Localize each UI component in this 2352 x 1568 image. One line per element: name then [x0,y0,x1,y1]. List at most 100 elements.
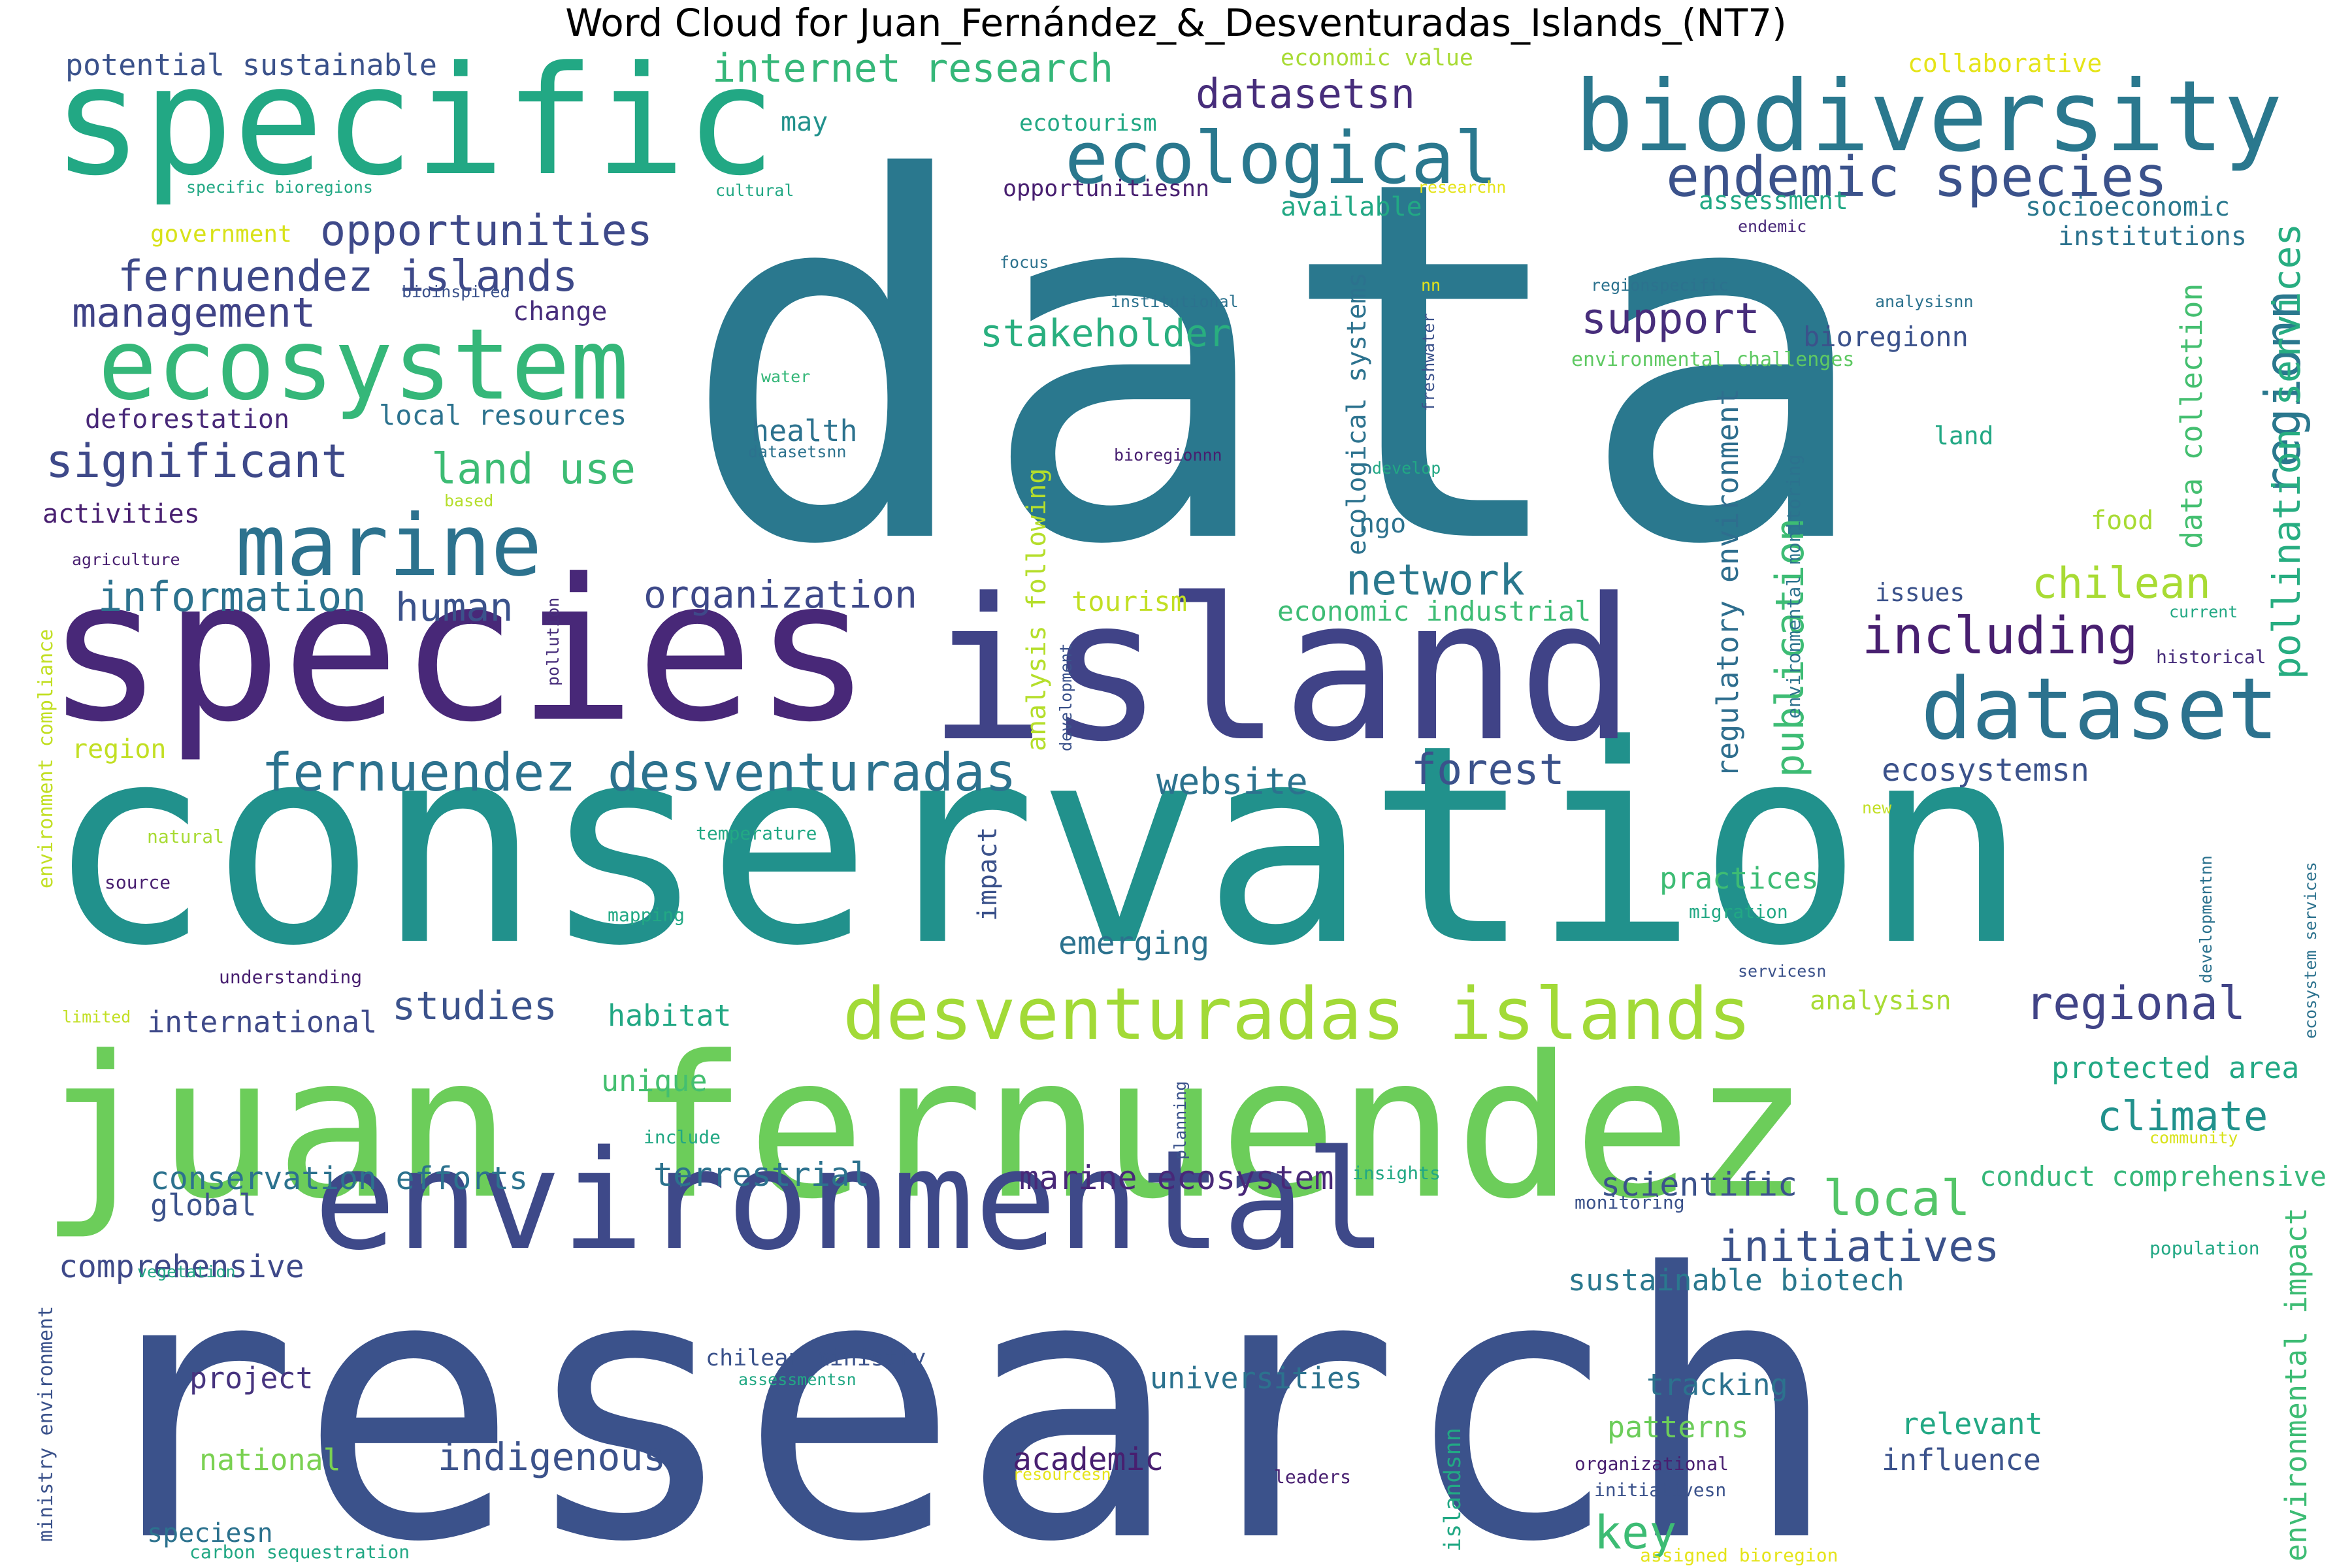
word-endemic: endemic [1738,217,1806,236]
word-network: network [1346,556,1525,605]
word-agriculture: agriculture [72,550,180,569]
word-comprehensive: comprehensive [59,1249,304,1285]
word-tourism: tourism [1071,585,1187,617]
word-human: human [395,585,514,630]
word-current: current [2169,602,2238,621]
word-health: health [751,414,858,448]
word-conservation-efforts: conservation efforts [150,1160,528,1197]
word-development: development [1056,643,1075,751]
word-biodiversity: biodiversity [1575,60,2283,174]
word-economic-industrial: economic industrial [1277,595,1591,627]
word-socioeconomic: socioeconomic [2025,192,2230,222]
word-population: population [2149,1237,2260,1259]
word-limited: limited [62,1007,131,1026]
word-organization: organization [644,572,917,617]
word-terrestrial: terrestrial [653,1156,870,1194]
word-support: support [1581,295,1760,344]
word-bioregionnn: bioregionnn [1114,446,1222,465]
word-information: information [98,573,367,621]
word-economic-value: economic value [1281,45,1473,71]
word-species: species [46,537,872,765]
word-dataset: dataset [1921,659,2279,759]
word-ecotourism: ecotourism [1019,110,1157,137]
word-initiativesn: initiativesn [1594,1479,1726,1501]
word-marine-ecosystem: marine ecosystem [1019,1159,1334,1197]
word-regionn: regionn [2254,290,2311,497]
word-nn: nn [1421,276,1441,295]
word-universities: universities [1150,1361,1362,1396]
word-ngo: ngo [1359,509,1406,539]
word-speciesn: speciesn [147,1518,273,1548]
word-temperature: temperature [696,823,817,844]
word-studies: studies [392,983,557,1029]
word-organizational: organizational [1575,1453,1729,1475]
word-institutional: institutional [1111,292,1239,311]
word-ecosystem: ecosystem [98,308,629,422]
word-academic: academic [1013,1441,1164,1478]
word-deforestation: deforestation [85,404,289,434]
word-juan-fernuendez: juan fernuendez [39,1014,1809,1242]
word-stakeholder: stakeholder [980,311,1231,355]
word-developmentnn: developmentnn [2197,855,2215,983]
word-environmental-impact: environmental impact [2279,1207,2313,1561]
word-international: international [147,1005,377,1039]
word-unique: unique [601,1064,708,1098]
word-relevant: relevant [1901,1407,2043,1441]
word-new: new [1862,798,1892,817]
word-historical: historical [2156,646,2266,668]
word-vegetation: vegetation [137,1262,236,1281]
word-tracking: tracking [1646,1367,1788,1402]
word-islandsnn: islandsnn [1440,1428,1466,1552]
word-freshwater: freshwater [1419,313,1438,412]
word-based: based [444,491,493,510]
word-analysisn: analysisn [1810,986,1952,1016]
word-regionspecific: regionspecific [1591,276,1729,295]
word-cultural: cultural [715,181,794,200]
word-emerging: emerging [1058,925,1209,962]
word-monitoring: monitoring [1575,1192,1685,1213]
word-migration: migration [1689,901,1788,923]
word-ecosystem-services: ecosystem services [2301,862,2320,1039]
word-potential-sustainable: potential sustainable [65,48,437,82]
word-opportunitiesnn: opportunitiesnn [1003,176,1209,202]
chart-title: Word Cloud for Juan_Fernández_&_Desventu… [565,1,1787,45]
word-significant: significant [46,434,349,488]
word-resourcesn: resourcesn [1013,1465,1111,1484]
word-researchn: researchn [1418,178,1506,197]
word-environmental-challenges: environmental challenges [1571,348,1854,371]
word-conduct-comprehensive: conduct comprehensive [1980,1160,2327,1192]
word-desventuradas-islands: desventuradas islands [843,972,1752,1056]
word-community: community [2149,1128,2238,1147]
word-conservation: conservation [46,687,2028,1006]
word-carbon-sequestration: carbon sequestration [189,1541,410,1563]
word-influence: influence [1882,1443,2041,1477]
word-water: water [761,367,810,386]
word-chilean: chilean [2032,559,2211,608]
word-island: island [928,557,1636,785]
word-environmental: environmental [314,1120,1388,1281]
word-global: global [150,1188,257,1222]
word-datasetsn: datasetsn [1196,70,1415,118]
word-publication: publication [1767,518,1813,777]
word-protected-area: protected area [2051,1051,2299,1085]
word-natural: natural [147,826,224,847]
word-institutions: institutions [2058,221,2247,252]
word-leaders: leaders [1274,1466,1351,1488]
word-project: project [189,1361,314,1396]
word-assessment: assessment [1699,186,1848,215]
word-land: land [1934,421,1994,450]
word-local-resources: local resources [379,399,627,431]
word-focus: focus [1000,253,1049,272]
word-environment-compliance: environment compliance [35,629,57,889]
word-national: national [199,1443,341,1477]
word-region: region [72,734,167,764]
word-ecosystemsn: ecosystemsn [1882,752,2089,789]
word-practices: practices [1659,861,1819,896]
word-land-use: land use [431,445,636,494]
word-key: key [1594,1506,1676,1560]
word-analysisnn: analysisnn [1875,292,1974,311]
word-management: management [72,289,316,336]
word-data: data [679,76,1875,653]
word-forest: forest [1411,745,1565,794]
word-activities: activities [42,499,200,529]
